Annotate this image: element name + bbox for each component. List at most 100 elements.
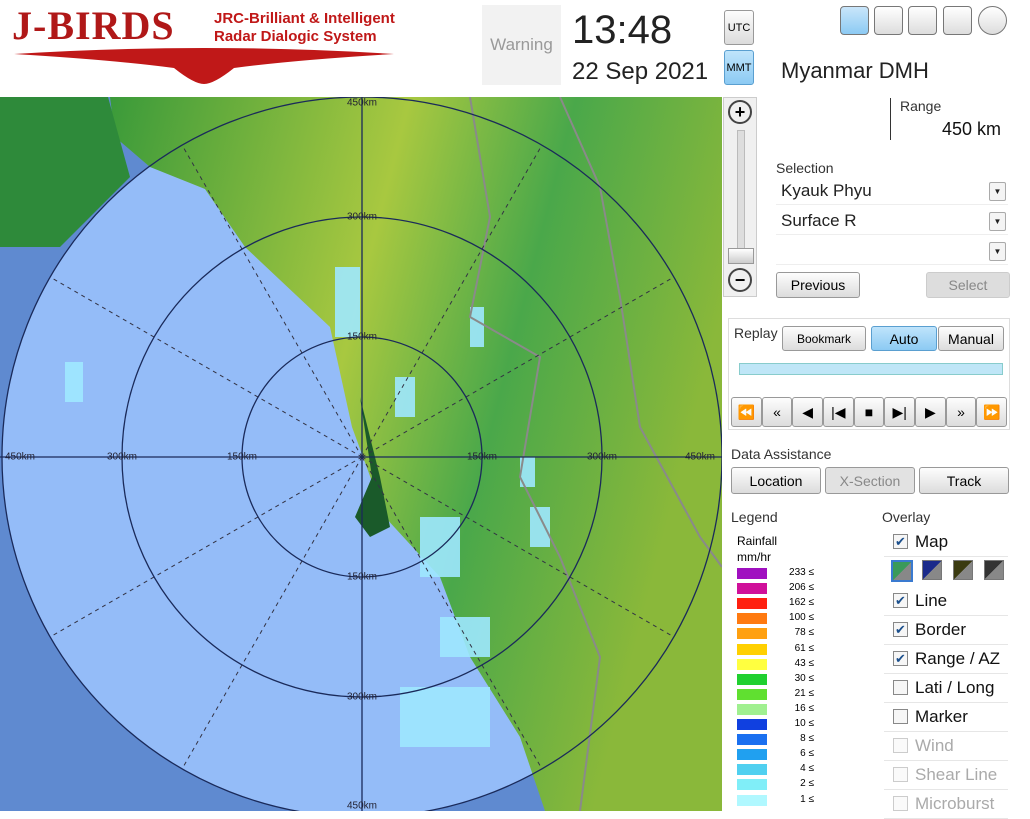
replay-button[interactable]: Manual: [938, 326, 1004, 351]
checkbox[interactable]: ✔: [893, 593, 908, 608]
legend-swatch: [737, 643, 767, 655]
overlay-label: Wind: [915, 736, 954, 755]
range-label: 150km: [227, 452, 257, 463]
logo-subtitle: JRC-Brilliant & Intelligent: [214, 10, 395, 27]
clock-date: 22 Sep 2021: [572, 58, 709, 85]
legend-label: 4 ≤: [800, 763, 814, 775]
replay-slider[interactable]: [739, 363, 1003, 375]
checkbox[interactable]: [893, 680, 908, 695]
legend-swatch: [737, 628, 767, 640]
legend-label: 233 ≤: [789, 567, 814, 578]
zoom-slider[interactable]: + −: [723, 97, 757, 297]
range-label: 450km: [347, 98, 377, 109]
checkbox[interactable]: ✔: [893, 622, 908, 637]
time-button[interactable]: MMT: [724, 50, 754, 85]
legend-quantity: Rainfall: [737, 534, 778, 548]
replay-label: Replay: [734, 325, 778, 341]
assistance-button[interactable]: Location: [731, 467, 821, 494]
legend-label: 10 ≤: [794, 718, 814, 729]
legend-swatch: [737, 749, 767, 761]
range-label: 300km: [347, 692, 377, 703]
separator: [884, 789, 1008, 790]
legend-swatch: [737, 719, 767, 730]
dropdown[interactable]: ▼: [776, 238, 1008, 265]
data-assistance-label: Data Assistance: [731, 446, 832, 462]
range-label: 450km: [5, 452, 35, 463]
overlay-label[interactable]: Border: [915, 620, 967, 639]
add-icon[interactable]: [943, 6, 972, 35]
open-icon[interactable]: [908, 6, 937, 35]
overlay-label[interactable]: Lati / Long: [915, 678, 995, 697]
checkbox[interactable]: ✔: [893, 651, 908, 666]
dropdown-text: Surface R: [781, 211, 857, 230]
print-icon[interactable]: [874, 6, 903, 35]
legend-label: 8 ≤: [800, 733, 814, 745]
legend-unit: mm/hr: [737, 550, 771, 564]
separator: [884, 615, 1008, 616]
replay-button[interactable]: Auto: [871, 326, 937, 351]
legend-label: 78 ≤: [794, 627, 814, 639]
legend-label: 61 ≤: [794, 642, 814, 654]
range-label: 450km: [347, 801, 377, 811]
save-icon[interactable]: [840, 6, 869, 35]
legend-swatch: [737, 568, 767, 579]
assistance-button[interactable]: Track: [919, 467, 1009, 494]
range-label: 150km: [467, 452, 497, 463]
map-style-option[interactable]: [891, 560, 913, 582]
warning-box[interactable]: Warning: [482, 5, 561, 85]
overlay-label[interactable]: Line: [915, 591, 948, 610]
range-divider: [890, 98, 891, 140]
range-label: 300km: [107, 452, 137, 463]
map-style-option[interactable]: [984, 560, 1004, 580]
legend-swatch: [737, 673, 767, 685]
legend-label: 6 ≤: [800, 748, 814, 760]
overlay-label[interactable]: Range / AZ: [915, 649, 1001, 668]
warning-text: Warning: [490, 35, 553, 54]
overlay-label[interactable]: Marker: [915, 707, 968, 726]
replay-button[interactable]: Bookmark: [782, 326, 866, 351]
dropdown[interactable]: Kyauk Phyu ▼: [776, 178, 1008, 205]
overlay-label[interactable]: Map: [915, 532, 949, 551]
checkbox: [893, 738, 908, 753]
help-icon[interactable]: [978, 6, 1007, 35]
overlay-title: Overlay: [882, 509, 931, 525]
zoom-in[interactable]: +: [728, 100, 752, 124]
checkbox[interactable]: [893, 709, 908, 724]
legend-label: 206 ≤: [789, 582, 814, 594]
legend-title: Legend: [731, 509, 778, 525]
legend-label: 30 ≤: [794, 672, 814, 684]
dropdown[interactable]: Surface R ▼: [776, 208, 1008, 235]
selection-button[interactable]: Previous: [776, 272, 860, 298]
checkbox: [893, 767, 908, 782]
legend-swatch: [737, 613, 767, 625]
overlay-label: Microburst: [915, 794, 995, 813]
separator: [884, 731, 1008, 732]
selection-button: Select: [926, 272, 1010, 298]
legend-swatch: [737, 734, 767, 746]
replay-panel: [728, 318, 1010, 430]
separator: [884, 556, 1008, 557]
separator: [884, 760, 1008, 761]
zoom-thumb[interactable]: [728, 248, 754, 264]
checkbox[interactable]: ✔: [893, 534, 908, 549]
map-style-option[interactable]: [922, 560, 942, 580]
legend-label: 162 ≤: [789, 597, 814, 609]
logo: J-BIRDS: [12, 3, 175, 48]
radar-map[interactable]: 450km 300km 150km 150km 300km 450km 450km 300km…: [0, 97, 722, 811]
map-style-option[interactable]: [953, 560, 973, 580]
range-label: 150km: [347, 332, 377, 343]
range-label: 300km: [587, 452, 617, 463]
replay-controls[interactable]: ⏪ «◀ |◀ ■ ▶| ▶» ⏩: [731, 397, 1008, 427]
logo-subtitle: Radar Dialogic System: [214, 28, 377, 45]
legend-swatch: [737, 598, 767, 610]
legend-swatch: [737, 658, 767, 670]
legend-label: 1 ≤: [800, 793, 814, 805]
dropdown-text: Kyauk Phyu: [781, 181, 872, 200]
legend-swatch: [737, 583, 767, 595]
separator: [884, 702, 1008, 703]
separator: [884, 673, 1008, 674]
zoom-out[interactable]: −: [728, 268, 752, 292]
clock-time: 13:48: [572, 8, 673, 52]
time-button[interactable]: UTC: [724, 10, 754, 45]
